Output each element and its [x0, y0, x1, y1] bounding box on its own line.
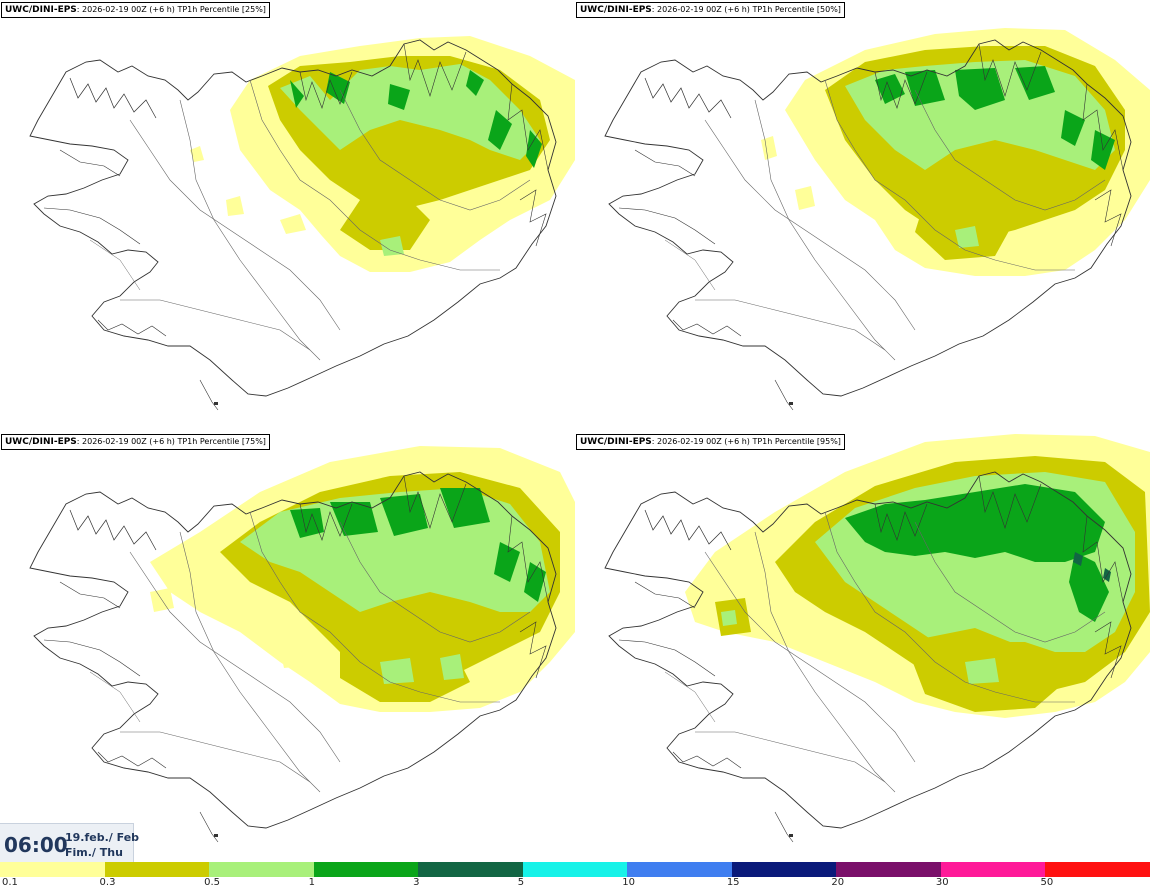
colorbar-segment — [940, 862, 1046, 877]
valid-date: 19.feb./ Feb — [65, 831, 140, 844]
map-panel-p25: UWC/DINI-EPS: 2026-02-19 00Z (+6 h) TP1h… — [0, 0, 575, 430]
precip-colorbar — [0, 862, 1150, 877]
map-panel-p95: UWC/DINI-EPS: 2026-02-19 00Z (+6 h) TP1h… — [575, 432, 1150, 862]
run-info: : 2026-02-19 00Z (+6 h) TP1h Percentile … — [76, 5, 266, 14]
model-name: UWC/DINI-EPS — [5, 437, 77, 447]
colorbar-segment — [522, 862, 628, 877]
precip-map-p25 — [29, 36, 575, 411]
colorbar-tick-label: 0.3 — [99, 877, 116, 888]
colorbar-tick-label: 3 — [413, 877, 420, 888]
run-info: : 2026-02-19 00Z (+6 h) TP1h Percentile … — [76, 437, 266, 446]
panel-title-p50: UWC/DINI-EPS: 2026-02-19 00Z (+6 h) TP1h… — [576, 2, 845, 18]
precip-map-p50 — [604, 28, 1150, 411]
model-name: UWC/DINI-EPS — [580, 437, 652, 447]
colorbar-tick-label: 15 — [726, 877, 740, 888]
map-panel-p75: UWC/DINI-EPS: 2026-02-19 00Z (+6 h) TP1h… — [0, 432, 575, 862]
colorbar-tick-label: 1 — [308, 877, 315, 888]
colorbar-tick-label: 0.5 — [204, 877, 220, 888]
colorbar-segment — [418, 862, 523, 877]
precip-map-p75 — [29, 446, 575, 843]
colorbar-ticks: 0.1 0.3 0.5 1 3 5 10 15 20 30 50 — [0, 877, 1150, 891]
colorbar-tick-label: 10 — [622, 877, 635, 888]
model-name: UWC/DINI-EPS — [5, 5, 77, 15]
colorbar-tick-label: 20 — [831, 877, 845, 888]
colorbar-segment — [0, 862, 105, 877]
run-info: : 2026-02-19 00Z (+6 h) TP1h Percentile … — [651, 5, 841, 14]
colorbar-segment — [313, 862, 419, 877]
precip-field-p25 — [190, 36, 575, 272]
run-info: : 2026-02-19 00Z (+6 h) TP1h Percentile … — [651, 437, 841, 446]
colorbar-tick-label: 50 — [1040, 877, 1054, 888]
colorbar-segment — [1045, 862, 1150, 877]
colorbar-segment — [104, 862, 210, 877]
valid-day: Fim./ Thu — [65, 846, 123, 859]
model-name: UWC/DINI-EPS — [580, 5, 652, 15]
valid-time-box: 06:00 19.feb./ Feb Fim./ Thu — [0, 823, 139, 863]
panel-title-p75: UWC/DINI-EPS: 2026-02-19 00Z (+6 h) TP1h… — [1, 434, 270, 450]
colorbar-tick-label: 30 — [935, 877, 949, 888]
precip-field-p50 — [761, 28, 1150, 276]
colorbar-segment — [209, 862, 314, 877]
colorbar-tick-label: 5 — [517, 877, 525, 888]
precip-field-p75 — [150, 446, 575, 712]
panel-title-p95: UWC/DINI-EPS: 2026-02-19 00Z (+6 h) TP1h… — [576, 434, 845, 450]
precip-map-p95 — [604, 434, 1150, 843]
colorbar-segment — [836, 862, 941, 877]
valid-time: 06:00 — [4, 833, 68, 857]
colorbar-segment — [731, 862, 837, 877]
precip-field-p95 — [685, 434, 1150, 718]
colorbar-segment — [627, 862, 732, 877]
panel-title-p25: UWC/DINI-EPS: 2026-02-19 00Z (+6 h) TP1h… — [1, 2, 270, 18]
map-panel-p50: UWC/DINI-EPS: 2026-02-19 00Z (+6 h) TP1h… — [575, 0, 1150, 430]
colorbar-tick-label: 0.1 — [2, 877, 18, 888]
